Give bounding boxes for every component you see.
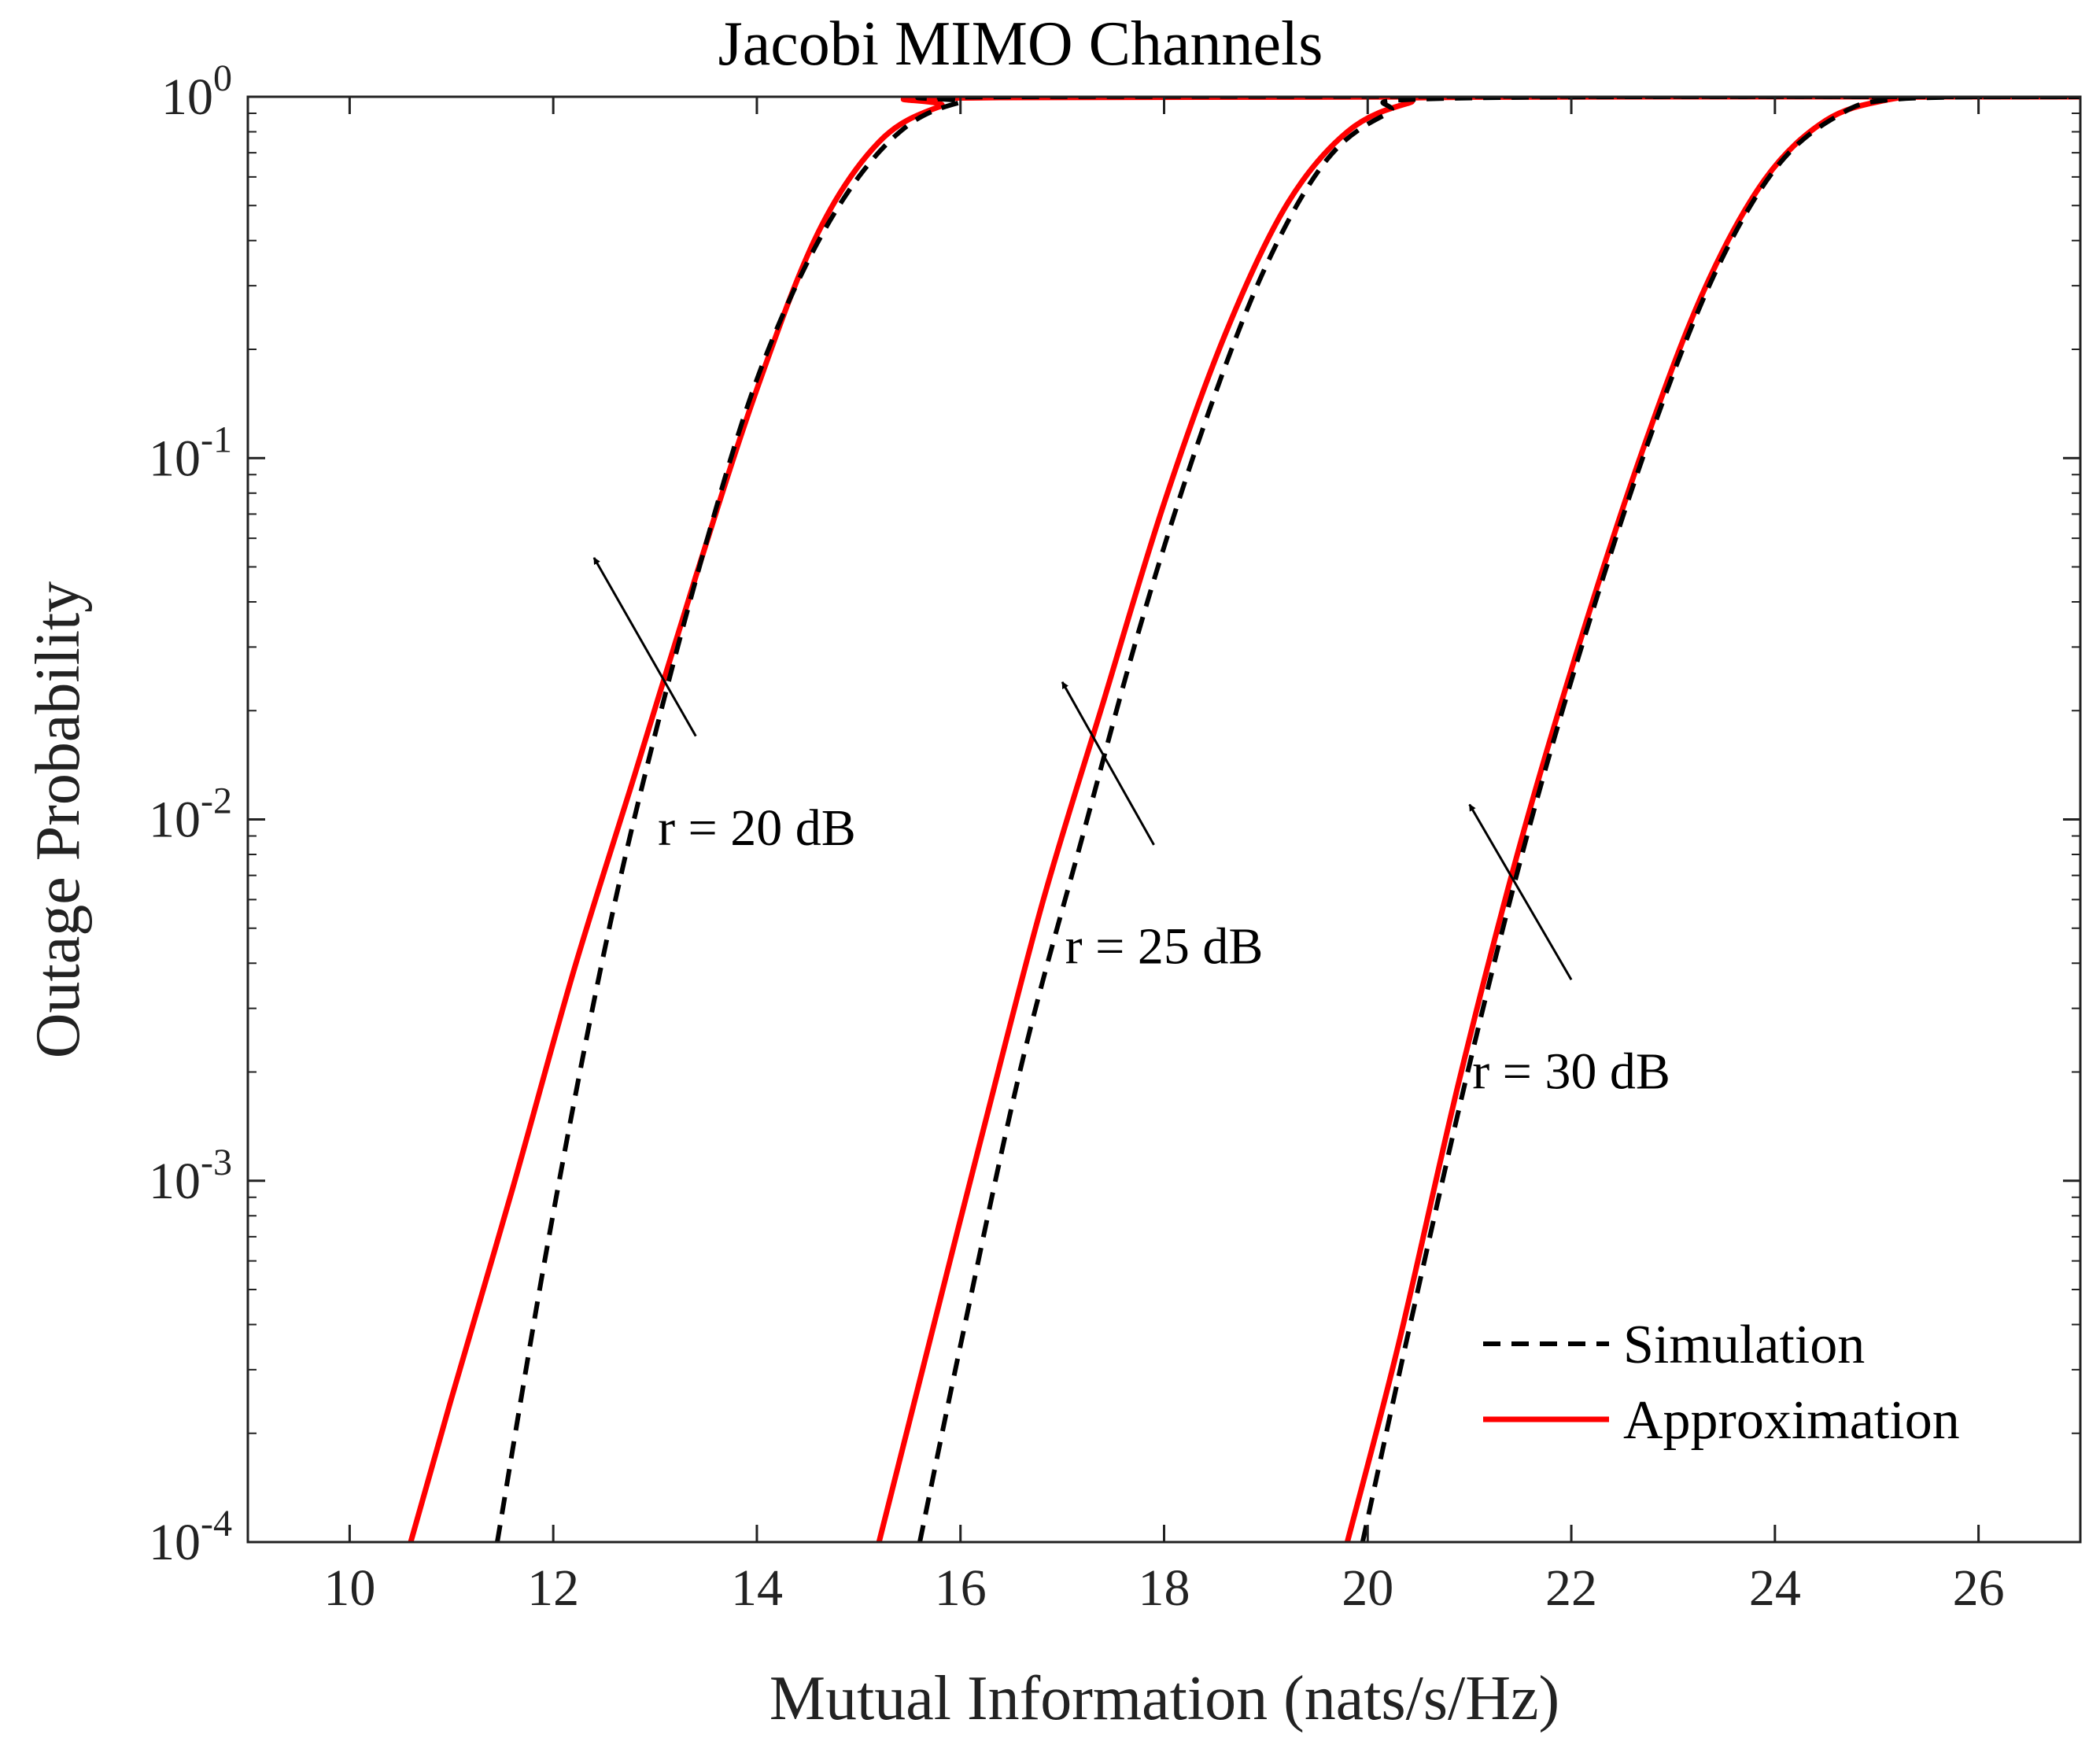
legend-label-approximation: Approximation [1623,1390,1960,1451]
ticks-layer: 10 12 14 16 18 20 22 24 26 100 10-1 10-2 10-3 10-4 [149,57,2080,1617]
annotation-label-r-20-db: r = 20 dB [658,799,856,857]
x-tick-label: 20 [1342,1559,1393,1617]
x-tick-label: 18 [1139,1559,1190,1617]
annotation-arrow-r-30-db [1468,803,1573,981]
annotation-label-r-25-db: r = 25 dB [1065,917,1264,975]
annotation-layer: r = 20 dB r = 25 dB r = 30 dB [592,557,1670,1101]
chart-title: Jacobi MIMO Channels [718,9,1323,79]
y-tick-label: 100 [161,57,232,126]
simulation-curve-r-25-db [917,97,2080,1542]
annotation-label-r-30-db: r = 30 dB [1472,1043,1670,1101]
simulation-curve-r-20-db [495,97,2080,1542]
x-axis-label: Mutual Information (nats/s/Hz) [770,1664,1559,1733]
legend: Simulation Approximation [1483,1315,1960,1451]
annotation-arrow-r-20-db [592,557,697,737]
y-axis-label: Outage Probability [24,581,93,1059]
y-tick-label: 10-1 [149,419,232,487]
y-tick-label: 10-4 [149,1503,232,1571]
x-tick-label: 26 [1953,1559,2005,1617]
legend-label-simulation: Simulation [1623,1315,1865,1375]
x-tick-label: 10 [323,1559,375,1617]
x-tick-label: 22 [1545,1559,1597,1617]
simulation-curve-r-30-db [1360,97,2080,1542]
y-tick-label: 10-2 [149,780,232,849]
x-tick-label: 12 [527,1559,579,1617]
y-tick-label: 10-3 [149,1142,232,1210]
x-tick-label: 24 [1749,1559,1801,1617]
x-tick-label: 16 [935,1559,987,1617]
x-tick-label: 14 [731,1559,783,1617]
annotation-arrow-r-25-db [1061,681,1155,846]
